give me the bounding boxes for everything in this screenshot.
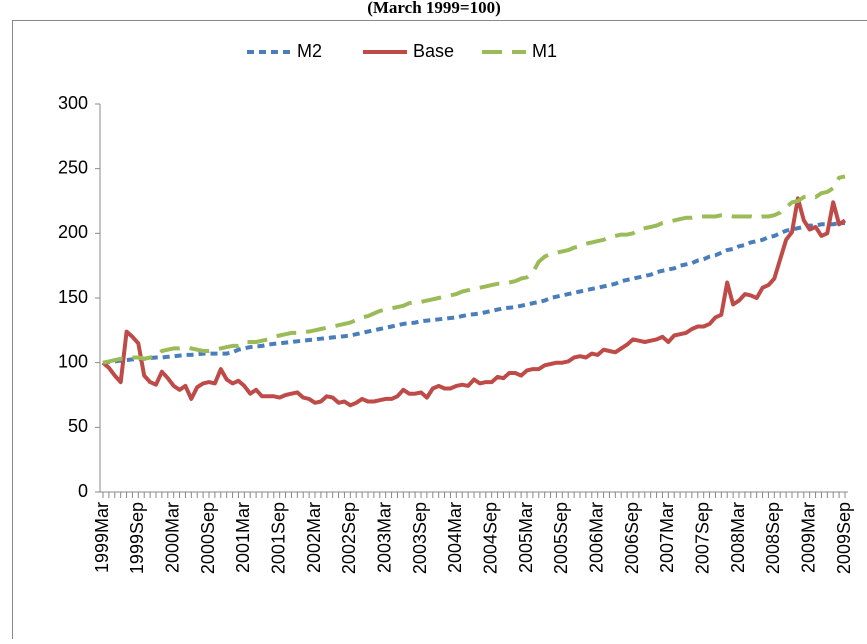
x-tick-label: 2000Mar — [162, 502, 182, 573]
chart-title: (March 1999=100) — [367, 0, 501, 17]
legend-label: Base — [413, 41, 454, 61]
y-tick-label: 300 — [58, 93, 88, 113]
x-tick-label: 2001Mar — [233, 502, 253, 573]
x-tick-label: 2007Mar — [657, 502, 677, 573]
x-tick-label: 2001Sep — [268, 502, 288, 574]
x-tick-label: 2002Mar — [304, 502, 324, 573]
x-tick-label: 1999Sep — [127, 502, 147, 574]
x-tick-label: 2009Sep — [834, 502, 854, 574]
x-tick-label: 2003Mar — [374, 502, 394, 573]
y-tick-label: 150 — [58, 287, 88, 307]
x-tick-label: 2006Sep — [622, 502, 642, 574]
x-tick-label: 2005Sep — [551, 502, 571, 574]
x-tick-label: 2003Sep — [410, 502, 430, 574]
x-tick-label: 2004Mar — [445, 502, 465, 573]
x-tick-label: 2005Mar — [516, 502, 536, 573]
x-tick-label: 2002Sep — [339, 502, 359, 574]
x-tick-label: 2006Mar — [586, 502, 606, 573]
legend-label: M1 — [532, 41, 557, 61]
x-tick-label: 2000Sep — [198, 502, 218, 574]
x-tick-label: 2004Sep — [480, 502, 500, 574]
x-tick-label: 2008Mar — [728, 502, 748, 573]
x-tick-label: 1999Mar — [92, 502, 112, 573]
y-tick-label: 0 — [78, 481, 88, 501]
legend-label: M2 — [297, 41, 322, 61]
y-tick-label: 250 — [58, 157, 88, 177]
y-tick-label: 50 — [68, 416, 88, 436]
y-tick-label: 100 — [58, 351, 88, 371]
x-tick-label: 2007Sep — [692, 502, 712, 574]
x-tick-label: 2008Sep — [763, 502, 783, 574]
y-tick-label: 200 — [58, 222, 88, 242]
x-tick-label: 2009Mar — [798, 502, 818, 573]
